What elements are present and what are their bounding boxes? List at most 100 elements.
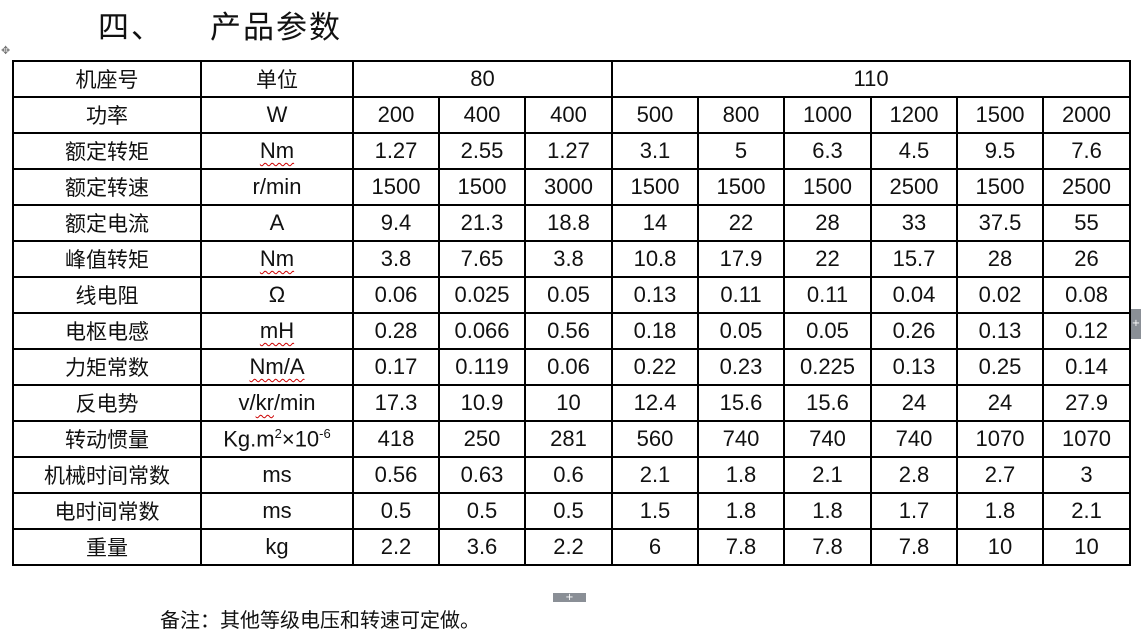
value-cell: 10 [524,384,613,422]
unit-text: kr [255,390,274,415]
header-group-110: 110 [610,60,1132,98]
value-cell: 0.08 [1041,276,1132,314]
value-cell: 14 [611,204,699,242]
row-label: 力矩常数 [12,348,202,386]
table-header-row: 机座号 单位 80 110 [12,60,1132,98]
value-cell: 0.06 [524,348,613,386]
row-unit: ms [200,456,354,494]
value-cell: 10 [956,528,1044,566]
value-cell: 0.63 [438,456,526,494]
row-unit: Nm/A [200,348,354,386]
footnote: 备注：其他等级电压和转速可定做。 [160,608,480,632]
value-cell: 0.5 [524,492,613,530]
value-cell: 2.2 [524,528,613,566]
value-cell: 0.025 [438,276,526,314]
value-cell: 3 [1041,456,1132,494]
value-cell: 740 [697,420,785,458]
value-cell: 0.25 [956,348,1044,386]
value-cell: 0.02 [956,276,1044,314]
value-cell: 2000 [1041,96,1132,134]
row-unit: W [200,96,354,134]
value-cell: 0.18 [611,312,699,350]
value-cell: 2.1 [783,456,872,494]
value-cell: 0.06 [352,276,440,314]
row-label: 电枢电感 [12,312,202,350]
value-cell: 2.1 [1041,492,1132,530]
value-cell: 250 [438,420,526,458]
header-frame: 机座号 [12,60,202,98]
value-cell: 4.5 [870,132,958,170]
row-unit: kg [200,528,354,566]
value-cell: 0.05 [524,276,613,314]
value-cell: 15.6 [697,384,785,422]
value-cell: 6 [611,528,699,566]
value-cell: 0.119 [438,348,526,386]
value-cell: 740 [783,420,872,458]
row-label: 反电势 [12,384,202,422]
table-row: 额定电流 A 9.4 21.3 18.8 14 22 28 33 37.5 55 [12,204,1132,242]
row-label: 峰值转矩 [12,240,202,278]
value-cell: 0.56 [352,456,440,494]
value-cell: 2500 [870,168,958,206]
table-row: 重量 kg 2.2 3.6 2.2 6 7.8 7.8 7.8 10 10 [12,528,1132,566]
table-row: 额定转矩 Nm 1.27 2.55 1.27 3.1 5 6.3 4.5 9.5 7.6 [12,132,1132,170]
row-unit: r/min [200,168,354,206]
value-cell: 0.5 [352,492,440,530]
unit-text: Nm [259,138,295,163]
value-cell: 0.04 [870,276,958,314]
table-row: 功率 W 200 400 400 500 800 1000 1200 1500 2000 [12,96,1132,134]
row-label: 线电阻 [12,276,202,314]
value-cell: 7.8 [697,528,785,566]
value-cell: 1.27 [524,132,613,170]
value-cell: 24 [870,384,958,422]
value-cell: 2500 [1041,168,1132,206]
value-cell: 1070 [1041,420,1132,458]
value-cell: 3000 [524,168,613,206]
value-cell: 1.5 [611,492,699,530]
value-cell: 400 [524,96,613,134]
value-cell: 400 [438,96,526,134]
value-cell: 0.11 [697,276,785,314]
unit-text: Nm/A [249,354,305,379]
value-cell: 1.7 [870,492,958,530]
value-cell: 1.8 [697,492,785,530]
value-cell: 0.13 [956,312,1044,350]
value-cell: 9.5 [956,132,1044,170]
value-cell: 1500 [783,168,872,206]
value-cell: 10.8 [611,240,699,278]
add-column-plus-icon[interactable]: + [1131,309,1141,339]
value-cell: 0.6 [524,456,613,494]
value-cell: 0.26 [870,312,958,350]
value-cell: 3.8 [524,240,613,278]
value-cell: 2.8 [870,456,958,494]
value-cell: 1.8 [956,492,1044,530]
value-cell: 27.9 [1041,384,1132,422]
row-unit: v/kr/min [200,384,354,422]
value-cell: 1500 [611,168,699,206]
table-row: 线电阻 Ω 0.06 0.025 0.05 0.13 0.11 0.11 0.04 0.02 0.0… [12,276,1132,314]
add-row-plus-icon[interactable]: + [553,593,586,603]
value-cell: 500 [611,96,699,134]
value-cell: 22 [697,204,785,242]
value-cell: 800 [697,96,785,134]
table-row: 力矩常数 Nm/A 0.17 0.119 0.06 0.22 0.23 0.225 0.13 0.… [12,348,1132,386]
row-label: 功率 [12,96,202,134]
section-title-text: 产品参数 [210,10,342,46]
table-move-handle-icon[interactable]: ✥ [1,44,11,57]
value-cell: 0.11 [783,276,872,314]
row-label: 额定转矩 [12,132,202,170]
value-cell: 1070 [956,420,1044,458]
value-cell: 55 [1041,204,1132,242]
value-cell: 0.17 [352,348,440,386]
value-cell: 1.8 [783,492,872,530]
value-cell: 2.55 [438,132,526,170]
section-title: 四、 产品参数 [98,2,342,47]
row-label: 转动惯量 [12,420,202,458]
header-unit: 单位 [200,60,354,98]
value-cell: 1000 [783,96,872,134]
value-cell: 7.8 [783,528,872,566]
table-row: 额定转速 r/min 1500 1500 3000 1500 1500 1500 2500 150… [12,168,1132,206]
table-row: 电时间常数 ms 0.5 0.5 0.5 1.5 1.8 1.8 1.7 1.8 2.1 [12,492,1132,530]
row-unit: A [200,204,354,242]
value-cell: 1500 [956,168,1044,206]
